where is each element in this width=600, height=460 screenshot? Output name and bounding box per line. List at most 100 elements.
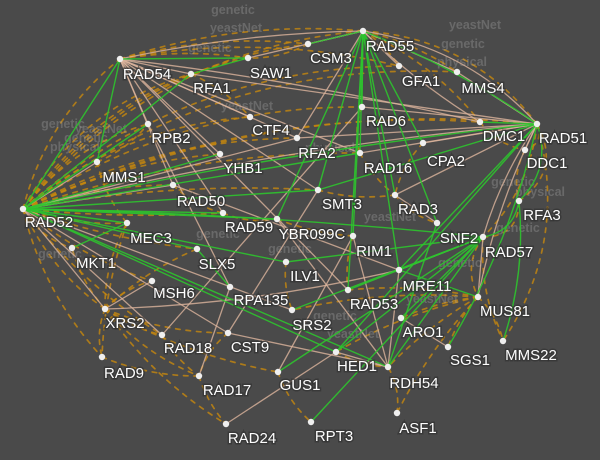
edge-genetic-MUS81-RAD53 (347, 287, 479, 298)
edge-genetic-XRS2-GUS1 (104, 308, 279, 373)
node-GFA1[interactable] (395, 62, 403, 70)
node-label-CSM3: CSM3 (310, 50, 352, 67)
node-ARO1[interactable] (397, 314, 405, 322)
node-DDC1[interactable] (521, 146, 529, 154)
edge-genetic-RAD55-MMS4 (362, 30, 458, 73)
edge-genetic-MEC3-RAD9 (101, 222, 128, 358)
node-RAD50[interactable] (169, 181, 177, 189)
node-RPB2[interactable] (144, 120, 152, 128)
watermark-text: genetic (441, 37, 485, 51)
node-label-XRS2: XRS2 (105, 315, 144, 332)
node-SGS1[interactable] (444, 343, 452, 351)
node-XRS2[interactable] (101, 305, 109, 313)
node-RAD3[interactable] (391, 191, 399, 199)
edge-genetic-MMS1-RPB2 (96, 123, 149, 163)
edge-green-RAD57-RPT3 (310, 236, 484, 423)
edge-genetic-RAD52-RAD55 (22, 30, 364, 210)
node-MRE11[interactable] (395, 266, 403, 274)
node-MKT1[interactable] (68, 244, 76, 252)
node-MEC3[interactable] (123, 219, 131, 227)
node-label-MUS81: MUS81 (480, 303, 530, 320)
node-SAW1[interactable] (244, 54, 252, 62)
node-DMC1[interactable] (476, 118, 484, 126)
node-label-RPA135: RPA135 (234, 292, 289, 309)
node-MSH6[interactable] (148, 277, 156, 285)
node-RAD17[interactable] (195, 372, 203, 380)
node-YHB1[interactable] (216, 150, 224, 158)
node-RAD59[interactable] (219, 209, 227, 217)
node-CSM3[interactable] (304, 40, 312, 48)
node-label-MMS4: MMS4 (461, 80, 504, 97)
node-label-RAD54: RAD54 (123, 66, 171, 83)
node-label-MKT1: MKT1 (76, 255, 116, 272)
node-RAD53[interactable] (344, 286, 352, 294)
edge-genetic-RAD18-RAD17 (161, 334, 200, 377)
node-RPT3[interactable] (307, 418, 315, 426)
edge-physical-XRS2-MSH6 (104, 280, 153, 310)
node-RDH54[interactable] (384, 363, 392, 371)
watermark-text: genetic (41, 117, 85, 131)
node-ASF1[interactable] (393, 409, 401, 417)
node-label-SNF2: SNF2 (440, 230, 478, 247)
node-RAD16[interactable] (356, 149, 364, 157)
edge-genetic-RAD59-YBR099C (222, 212, 278, 222)
edge-genetic-CSM3-SAW1 (247, 43, 309, 59)
node-HED1[interactable] (332, 348, 340, 356)
node-ILV1[interactable] (282, 258, 290, 266)
node-RFA1[interactable] (187, 70, 195, 78)
edge-green-RAD51-SMT3 (317, 123, 538, 191)
node-RAD6[interactable] (358, 103, 366, 111)
node-RAD54[interactable] (116, 55, 124, 63)
node-SLX5[interactable] (193, 245, 201, 253)
edge-green-RAD52-RPB2 (22, 123, 149, 210)
node-CTF4[interactable] (246, 113, 254, 121)
node-RAD55[interactable] (359, 27, 367, 35)
edge-green-RAD55-RAD3 (362, 30, 396, 196)
node-RFA2[interactable] (293, 134, 301, 142)
edge-green-SAW1-RFA1 (190, 57, 249, 75)
edge-physical-RDH54-YBR099C (276, 218, 389, 368)
node-RFA3[interactable] (515, 197, 523, 205)
node-MMS22[interactable] (499, 337, 507, 345)
node-label-RAD50: RAD50 (177, 193, 225, 210)
node-label-RAD53: RAD53 (350, 296, 398, 313)
node-RAD51[interactable] (533, 120, 541, 128)
edge-green-SNF2-RDH54 (387, 222, 438, 368)
node-RIM1[interactable] (349, 232, 357, 240)
node-CPA2[interactable] (419, 139, 427, 147)
node-RAD52[interactable] (19, 205, 27, 213)
edge-green-RAD55-RIM1 (352, 30, 364, 237)
edge-genetic-RFA1-CTF4 (190, 73, 251, 118)
node-MMS1[interactable] (93, 158, 101, 166)
edge-green-RAD52-RAD16 (22, 152, 361, 210)
node-RAD9[interactable] (98, 353, 106, 361)
node-CST9[interactable] (224, 329, 232, 337)
node-label-SMT3: SMT3 (322, 196, 362, 213)
node-SMT3[interactable] (314, 186, 322, 194)
node-SRS2[interactable] (288, 306, 296, 314)
edge-physical-GUS1-RIM1 (277, 235, 354, 373)
edge-genetic-RAD52-CSM3 (22, 43, 309, 210)
node-label-RAD55: RAD55 (366, 38, 414, 55)
node-YBR099C[interactable] (273, 215, 281, 223)
node-label-RAD51: RAD51 (539, 130, 587, 147)
node-RAD24[interactable] (222, 420, 230, 428)
node-SNF2[interactable] (433, 219, 441, 227)
edge-physical-RAD54-CTF4 (119, 58, 251, 118)
edge-genetic-RAD57-MUS81 (470, 236, 484, 298)
edge-physical-SGS1-ARO1 (400, 317, 449, 348)
node-GUS1[interactable] (274, 368, 282, 376)
node-MMS4[interactable] (453, 68, 461, 76)
node-label-SRS2: SRS2 (292, 317, 331, 334)
node-label-ARO1: ARO1 (403, 324, 444, 341)
node-MUS81[interactable] (474, 293, 482, 301)
edge-genetic-RAD52-SLX5 (22, 208, 198, 250)
node-RPA135[interactable] (226, 283, 234, 291)
edge-green-RAD55-CSM3 (307, 30, 364, 45)
edge-genetic-RAD55-GFA1 (362, 30, 400, 67)
node-RAD18[interactable] (158, 331, 166, 339)
edge-genetic-RAD52-RFA1 (22, 73, 192, 210)
node-RAD57[interactable] (479, 233, 487, 241)
edge-physical-RAD51-RFA1 (190, 73, 538, 125)
